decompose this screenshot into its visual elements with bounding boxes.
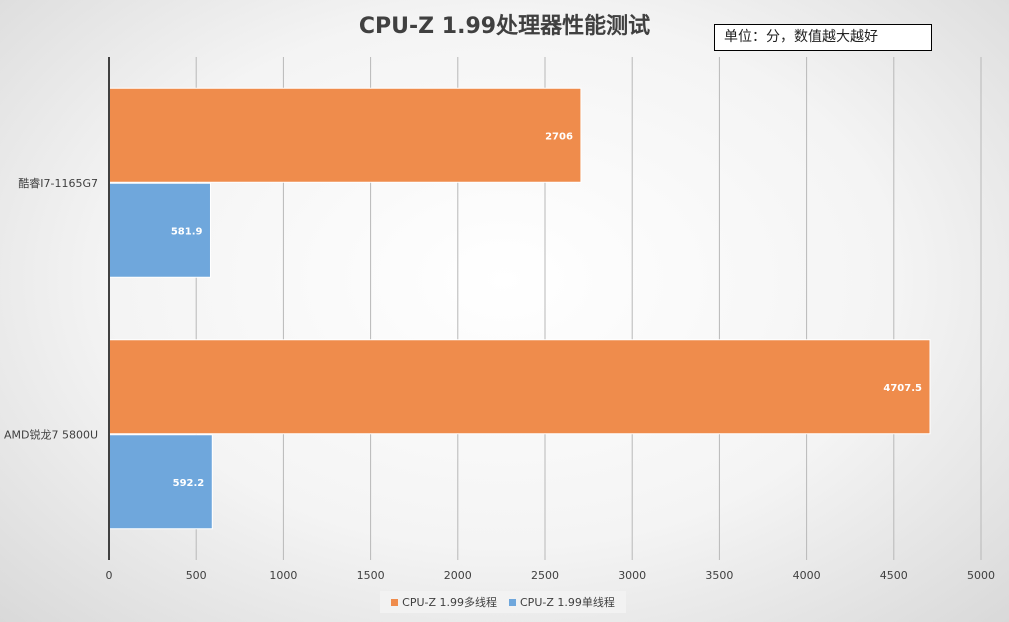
x-tick-label: 3000 [618, 569, 646, 582]
x-tick-label: 4500 [880, 569, 908, 582]
x-tick-label: 2500 [531, 569, 559, 582]
legend-label-multithread: CPU-Z 1.99多线程 [402, 596, 497, 609]
legend: CPU-Z 1.99多线程 CPU-Z 1.99单线程 [380, 591, 626, 613]
x-tick-label: 2000 [444, 569, 472, 582]
bar [108, 339, 931, 435]
chart-title: CPU-Z 1.99处理器性能测试 [358, 14, 651, 39]
bar [108, 87, 582, 183]
legend-swatch-multithread [391, 598, 399, 606]
x-tick-label: 1500 [357, 569, 385, 582]
legend-label-singlethread: CPU-Z 1.99单线程 [520, 596, 615, 609]
x-tick-label: 4000 [793, 569, 821, 582]
unit-note: 单位：分，数值越大越好 [714, 24, 932, 51]
data-label: 581.9 [171, 226, 203, 237]
data-label: 2706 [545, 131, 573, 142]
x-tick-label: 1000 [269, 569, 297, 582]
data-label: 592.2 [173, 478, 205, 489]
x-tick-label: 0 [106, 569, 113, 582]
bar [108, 182, 211, 278]
x-tick-label: 3500 [705, 569, 733, 582]
legend-item-multithread[interactable]: CPU-Z 1.99多线程 [391, 594, 497, 610]
legend-swatch-singlethread [509, 598, 516, 606]
x-tick-label: 5000 [967, 569, 995, 582]
x-tick-label: 500 [186, 569, 207, 582]
bar [108, 434, 213, 530]
category-label: AMD锐龙7 5800U [4, 427, 98, 441]
legend-item-singlethread[interactable]: CPU-Z 1.99单线程 [509, 594, 615, 610]
data-label: 4707.5 [883, 383, 922, 394]
category-label: 酷睿I7-1165G7 [18, 176, 98, 190]
